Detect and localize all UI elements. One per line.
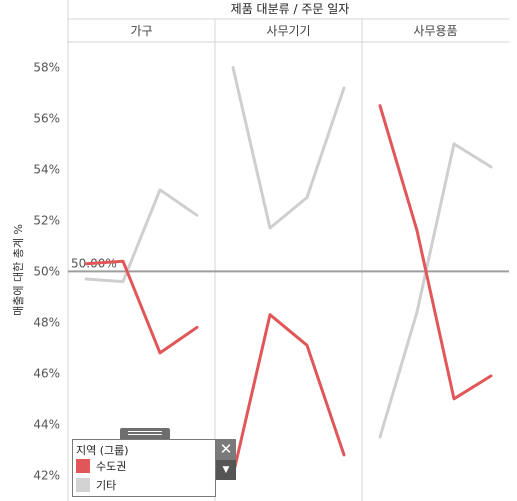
- y-tick-label: 56%: [33, 111, 60, 125]
- reference-line-group: 50.00%: [68, 256, 509, 273]
- y-tick-label: 50%: [33, 264, 60, 278]
- series-line-other-panel-2: [231, 66, 346, 230]
- legend-label-capital: 수도권: [96, 460, 127, 473]
- legend-swatch-capital: [76, 459, 90, 473]
- series-line-capital-panel-2: [231, 313, 346, 477]
- panel-header: 사무용품: [413, 24, 457, 38]
- y-axis-label: 매출에 대한 총계 %: [12, 224, 25, 316]
- y-tick-label: 58%: [33, 60, 60, 74]
- dropdown-icon[interactable]: ▼: [216, 460, 236, 480]
- chart-frame: [67, 0, 509, 501]
- legend-item-capital[interactable]: 수도권: [76, 458, 126, 474]
- legend-label-other: 기타: [96, 479, 117, 492]
- legend-swatch-other: [76, 478, 90, 492]
- panel-header: 사무기기: [266, 24, 310, 38]
- panel-header: 가구: [130, 24, 152, 38]
- y-tick-label: 46%: [33, 366, 60, 380]
- series-line-other-panel-3: [378, 142, 493, 439]
- close-icon[interactable]: ✕: [216, 439, 236, 460]
- y-axis-ticks: 42% 44% 46% 48% 50% 52% 54% 56% 58%: [33, 60, 60, 482]
- series-line-capital-panel-3: [378, 104, 493, 401]
- y-tick-label: 52%: [33, 213, 60, 227]
- y-tick-label: 48%: [33, 315, 60, 329]
- drag-handle-icon[interactable]: [120, 428, 170, 440]
- series-line-capital-panel-1: [84, 259, 199, 355]
- legend-title: 지역 (그룹): [76, 444, 129, 457]
- column-header: 제품 대분류 / 주문 일자: [231, 2, 350, 16]
- panel-headers: 가구 사무기기 사무용품: [130, 24, 457, 38]
- series-line-other-panel-1: [84, 188, 199, 284]
- legend-item-other[interactable]: 기타: [76, 477, 116, 493]
- y-tick-label: 42%: [33, 468, 60, 482]
- y-tick-label: 44%: [33, 417, 60, 431]
- series-group: [84, 66, 493, 477]
- legend[interactable]: 지역 (그룹) 수도권 기타: [72, 439, 216, 497]
- y-tick-label: 54%: [33, 162, 60, 176]
